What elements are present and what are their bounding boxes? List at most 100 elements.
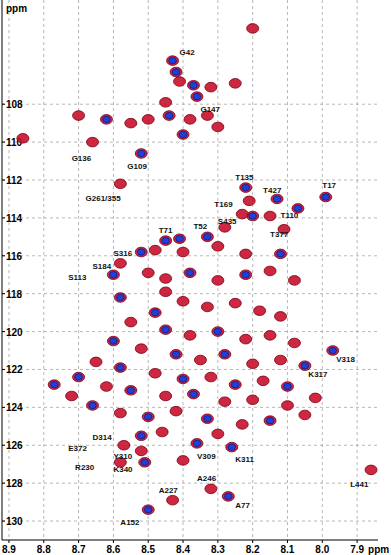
series-1 [50, 57, 336, 512]
peak [114, 408, 126, 418]
peak [174, 234, 186, 244]
peak [73, 372, 85, 382]
y-tick-label: 114 [6, 213, 23, 224]
peak [142, 268, 154, 278]
peak [205, 82, 217, 92]
peak-label: T427 [263, 186, 282, 195]
peak-label: S184 [93, 262, 112, 271]
peak [247, 359, 259, 369]
peak [100, 382, 112, 392]
peak [142, 115, 154, 125]
peak-label: S435 [218, 217, 237, 226]
grid-line-x [8, 0, 9, 540]
y-tick-label: 122 [6, 364, 23, 375]
peak-label: G261/355 [86, 194, 122, 203]
peak [236, 420, 248, 430]
peak-label: T52 [193, 222, 207, 231]
peak [228, 444, 236, 450]
x-tick [43, 540, 44, 543]
y-tick [2, 331, 5, 332]
x-tick-label: 8.7 [72, 544, 86, 555]
grid-line-y [2, 104, 378, 105]
peak-label: K317 [308, 370, 328, 379]
peak [144, 414, 152, 420]
peak-label: G109 [127, 162, 147, 171]
peak [240, 334, 252, 344]
peak-label: S113 [68, 273, 87, 282]
peak [117, 294, 125, 300]
peak [229, 298, 241, 308]
peak [135, 149, 147, 159]
peak [204, 416, 212, 422]
peak [177, 456, 189, 466]
peak [264, 211, 276, 221]
peak [301, 362, 309, 368]
assignments: G42G147G136G109G261/355T135T169T427T17T1… [68, 48, 369, 527]
peak [281, 382, 293, 392]
peak [190, 391, 198, 397]
peak [247, 395, 259, 405]
x-tick [322, 540, 323, 543]
peak [125, 118, 137, 128]
peak [125, 386, 137, 396]
peak [284, 383, 292, 389]
peak [117, 364, 125, 370]
peak [137, 150, 145, 156]
peak [191, 92, 203, 102]
peak [231, 381, 239, 387]
peak-label: T135 [235, 173, 254, 182]
peak [214, 328, 222, 334]
y-tick [2, 142, 5, 143]
x-tick-label: 8.4 [176, 544, 190, 555]
peak [177, 296, 189, 306]
peak-label: V309 [197, 452, 216, 461]
y-tick-label: 108 [6, 99, 23, 110]
x-tick-label: 8.0 [315, 544, 329, 555]
grid-line-y [2, 521, 378, 522]
y-tick-label: 130 [6, 516, 23, 527]
x-tick-label: 8.6 [106, 544, 120, 555]
peak [273, 196, 281, 202]
peak [327, 346, 339, 356]
peak [288, 276, 300, 286]
peak-label: A227 [159, 486, 179, 495]
peak [89, 402, 97, 408]
y-tick [2, 407, 5, 408]
peak [169, 57, 177, 63]
peak-label: A77 [235, 501, 250, 510]
grid-line-x [322, 0, 323, 540]
y-tick [2, 104, 5, 105]
peak-label: A246 [197, 474, 217, 483]
peak [167, 56, 179, 66]
x-tick-label: 7.9 [350, 544, 364, 555]
y-tick [2, 180, 5, 181]
grid-line-x [217, 0, 218, 540]
peak [201, 414, 213, 424]
peak [149, 308, 161, 318]
peak [264, 266, 276, 276]
peak [141, 459, 149, 465]
peak-label: K340 [113, 465, 133, 474]
peak [87, 137, 99, 147]
peak [212, 242, 224, 252]
peak [165, 112, 173, 118]
x-tick [8, 540, 9, 543]
peak [275, 249, 287, 259]
peak [320, 192, 332, 202]
peak [275, 355, 287, 365]
peak [242, 272, 250, 278]
x-tick-label: 8.3 [211, 544, 225, 555]
peak [137, 433, 145, 439]
peak-label: R230 [75, 463, 95, 472]
peak [107, 336, 119, 346]
peak [160, 274, 172, 284]
peak [135, 247, 147, 257]
x-tick [148, 540, 149, 543]
peak [329, 347, 337, 353]
peak [266, 417, 274, 423]
y-axis-label: ppm [6, 3, 27, 14]
peak [229, 380, 241, 390]
peak [135, 446, 147, 456]
peak [135, 344, 147, 354]
peak-label: T377 [270, 230, 289, 239]
